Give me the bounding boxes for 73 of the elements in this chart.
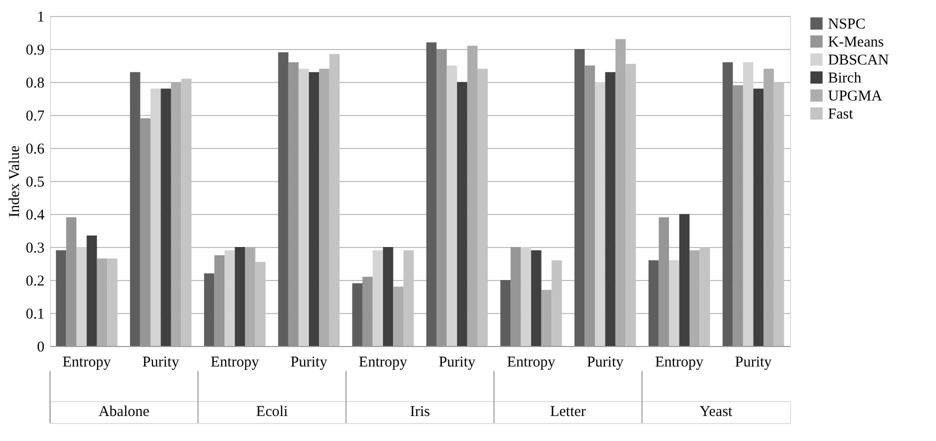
x-tick-label: Entropy bbox=[506, 354, 556, 370]
bar bbox=[753, 88, 764, 346]
bar bbox=[56, 250, 66, 346]
y-tick-label: 0.3 bbox=[26, 240, 44, 256]
bar bbox=[245, 247, 256, 346]
bar bbox=[372, 250, 383, 346]
bar bbox=[520, 247, 532, 346]
bar bbox=[170, 82, 182, 346]
bar bbox=[500, 280, 511, 346]
x-tick-label: Entropy bbox=[358, 354, 408, 370]
y-tick-label: 0.9 bbox=[26, 42, 44, 58]
y-tick-label: 0.2 bbox=[26, 274, 44, 290]
x-tick-label: Entropy bbox=[62, 354, 112, 370]
x-tick-label: Entropy bbox=[655, 354, 704, 370]
bar bbox=[393, 286, 404, 346]
x-tick-label: Purity bbox=[438, 354, 476, 370]
legend-label: K-Means bbox=[828, 34, 884, 50]
bar bbox=[352, 283, 362, 346]
bar bbox=[722, 62, 733, 346]
bar bbox=[426, 42, 437, 346]
bar bbox=[531, 250, 542, 346]
bar bbox=[457, 82, 468, 346]
bar bbox=[446, 66, 458, 346]
legend-label: NSPC bbox=[828, 16, 866, 32]
bar bbox=[690, 250, 700, 346]
bar bbox=[278, 52, 288, 346]
x-tick-label: Purity bbox=[290, 354, 328, 370]
bar bbox=[224, 250, 235, 346]
x-tick-label: Entropy bbox=[210, 354, 260, 370]
bar bbox=[648, 260, 659, 346]
bar bbox=[130, 72, 140, 346]
bar bbox=[574, 49, 585, 346]
bar bbox=[160, 88, 171, 346]
legend-label: Fast bbox=[828, 106, 854, 122]
bar bbox=[234, 247, 246, 346]
x-tick-label: Purity bbox=[586, 354, 624, 370]
bar bbox=[204, 273, 214, 346]
bar bbox=[298, 68, 309, 346]
text: Letter bbox=[550, 404, 586, 420]
text: Yeast bbox=[700, 404, 734, 420]
legend-label: DBSCAN bbox=[828, 52, 890, 68]
text: Iris bbox=[410, 404, 430, 420]
bar bbox=[764, 68, 774, 346]
x-tick-label: Purity bbox=[734, 354, 772, 370]
legend-label: Birch bbox=[828, 70, 862, 86]
y-tick-label: 1 bbox=[37, 10, 44, 26]
bar bbox=[150, 88, 161, 346]
bar bbox=[382, 247, 394, 346]
legend-label: UPGMA bbox=[828, 88, 882, 104]
y-tick-label: 0.4 bbox=[26, 208, 45, 224]
bar bbox=[467, 46, 478, 346]
bar bbox=[605, 72, 616, 346]
y-tick-label: 0.7 bbox=[26, 108, 45, 124]
bar bbox=[86, 235, 97, 346]
bar bbox=[669, 260, 680, 346]
bar bbox=[308, 72, 320, 346]
bar bbox=[679, 214, 690, 346]
bar bbox=[76, 247, 87, 346]
text: Abalone bbox=[98, 404, 150, 420]
bar bbox=[594, 82, 606, 346]
y-tick-label: 0.6 bbox=[26, 142, 45, 158]
y-tick-label: 0 bbox=[37, 340, 44, 356]
y-tick-label: 0.8 bbox=[26, 76, 44, 92]
y-axis-title: Index Value bbox=[6, 145, 23, 218]
y-tick-label: 0.5 bbox=[26, 174, 44, 190]
bar bbox=[615, 39, 626, 346]
x-tick-label: Purity bbox=[142, 354, 180, 370]
bar bbox=[96, 258, 108, 346]
bar bbox=[319, 68, 330, 346]
bar bbox=[743, 62, 754, 346]
y-tick-label: 0.1 bbox=[26, 306, 44, 322]
bar bbox=[541, 290, 552, 346]
text: Ecoli bbox=[256, 404, 288, 420]
